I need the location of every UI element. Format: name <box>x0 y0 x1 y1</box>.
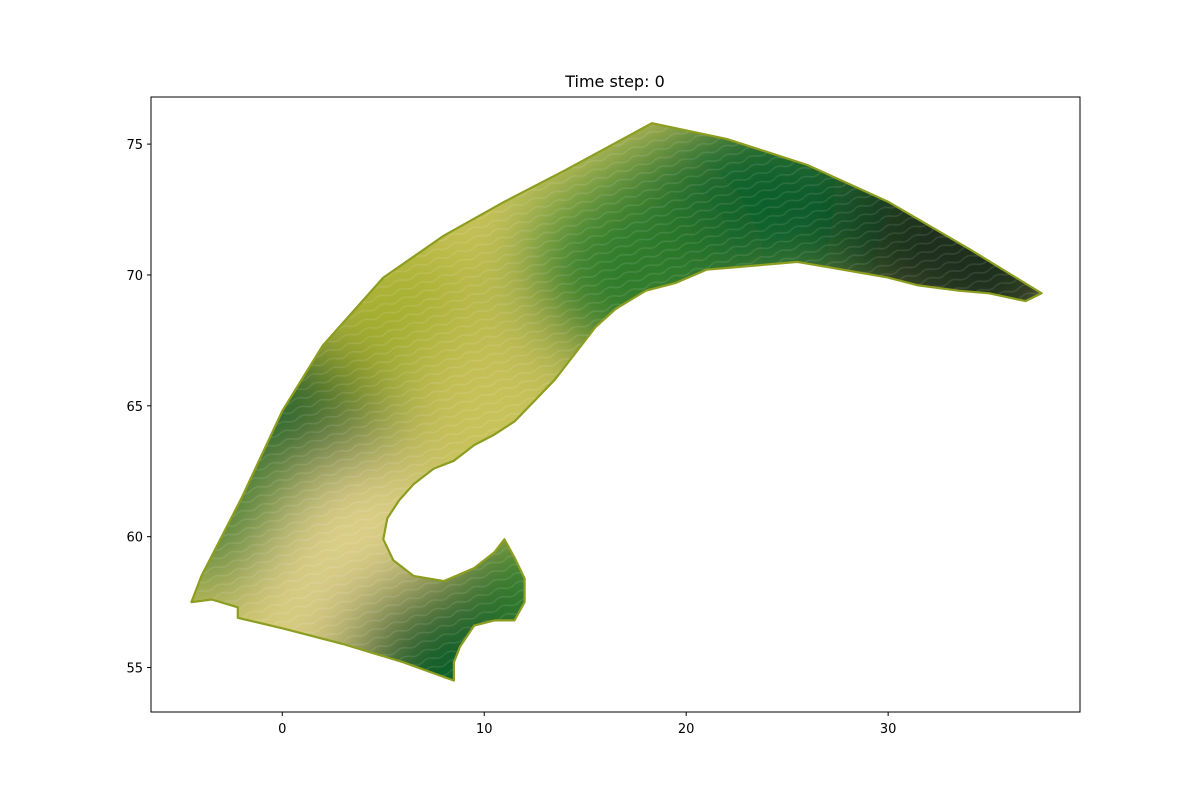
y-tick-label: 60 <box>126 531 143 546</box>
y-tick-label: 70 <box>126 269 143 284</box>
y-tick-label: 65 <box>126 400 143 415</box>
plot-area <box>150 96 1081 713</box>
domain-boundary <box>190 122 1043 682</box>
y-tick-label: 75 <box>126 138 143 153</box>
axes-frame <box>150 96 1081 713</box>
x-tick-label: 20 <box>678 722 695 737</box>
data-field <box>191 123 1042 681</box>
x-tick-label: 10 <box>476 722 493 737</box>
x-axis: 0 10 20 30 <box>278 712 896 737</box>
field-texture <box>191 123 1042 681</box>
x-tick-label: 30 <box>880 722 897 737</box>
y-tick-label: 55 <box>126 662 143 677</box>
x-tick-label: 0 <box>278 722 286 737</box>
y-axis: 55 60 65 70 75 <box>126 138 151 677</box>
chart-title: Time step: 0 <box>564 72 665 91</box>
